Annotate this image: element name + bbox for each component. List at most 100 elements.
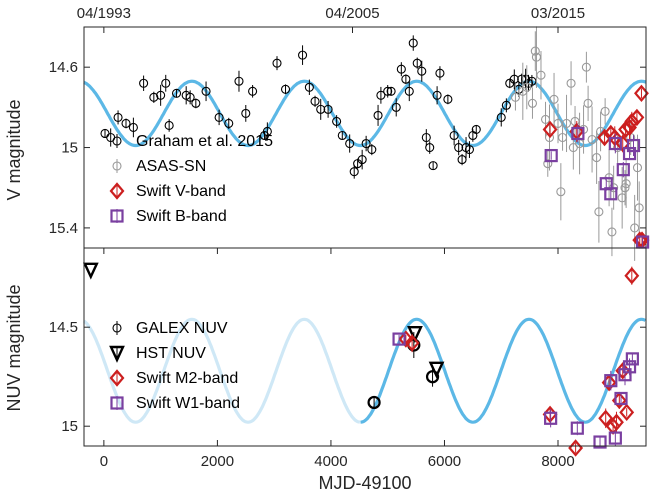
data-point <box>634 84 649 102</box>
v-data-points <box>100 26 649 261</box>
v-magnitude-panel: 14.6 15 15.4 04/1993 04/2005 03/2015 Graham e… <box>4 5 649 261</box>
circle-marker <box>161 78 171 88</box>
square-marker <box>392 332 406 346</box>
data-point <box>383 84 393 98</box>
data-point <box>391 98 401 117</box>
data-point <box>401 74 411 85</box>
triangle-down-marker <box>82 262 99 280</box>
data-point <box>464 141 475 158</box>
data-point <box>185 90 195 105</box>
circle-marker <box>349 167 359 177</box>
diamond-marker <box>607 128 623 147</box>
data-point <box>156 84 166 106</box>
circle-marker <box>412 58 422 68</box>
data-point <box>561 94 572 153</box>
triangle-down-marker <box>407 325 423 344</box>
square-marker <box>608 431 622 445</box>
circle-marker <box>561 118 572 128</box>
circle-marker <box>530 46 540 56</box>
data-point <box>544 409 558 428</box>
circle-marker <box>592 153 602 163</box>
circle-marker <box>214 112 224 122</box>
data-point <box>581 51 591 83</box>
model-extrapolated-curve <box>82 317 361 424</box>
legend-marker <box>112 321 122 335</box>
nuv-data-points <box>82 231 650 457</box>
circle-marker <box>396 64 406 74</box>
data-point <box>443 94 453 105</box>
legend-marker <box>110 209 124 223</box>
data-point <box>608 133 622 154</box>
data-point <box>549 72 559 126</box>
data-point <box>626 135 641 157</box>
data-point <box>316 98 326 120</box>
legend-marker <box>112 134 122 148</box>
data-point <box>376 86 386 104</box>
data-point <box>435 66 445 81</box>
diamond-marker <box>598 409 614 427</box>
series-swift-w1-band <box>392 235 650 449</box>
data-point <box>121 118 131 129</box>
circle-marker <box>600 106 610 116</box>
data-point <box>624 266 640 285</box>
data-point <box>544 148 558 163</box>
top-x-tick-label: 03/2015 <box>531 5 585 22</box>
data-point <box>280 84 291 95</box>
data-point <box>417 60 427 82</box>
series-swift-b-band <box>544 124 641 201</box>
circle-marker <box>280 84 291 94</box>
circle-marker <box>361 138 371 149</box>
data-point <box>161 74 171 92</box>
circle-marker <box>531 52 541 62</box>
data-point <box>432 86 442 105</box>
series-swift-m2-band <box>398 231 650 457</box>
square-marker <box>614 391 628 406</box>
data-point <box>607 207 617 257</box>
data-point <box>191 98 201 109</box>
circle-marker <box>386 86 396 96</box>
data-point <box>164 119 174 132</box>
legend-label: Swift V-band <box>136 183 226 200</box>
data-point <box>566 61 576 106</box>
circle-marker <box>544 132 555 143</box>
data-point <box>428 361 445 379</box>
circle-marker <box>549 94 559 104</box>
data-point <box>604 187 618 201</box>
circle-marker <box>421 132 431 143</box>
square-marker <box>570 421 584 435</box>
circle-marker <box>527 98 538 108</box>
square-marker <box>622 146 637 161</box>
circle-marker <box>543 159 553 169</box>
legend-item: Swift B-band <box>110 208 227 225</box>
circle-marker <box>272 58 282 68</box>
data-point <box>298 45 308 65</box>
square-marker <box>593 435 607 449</box>
circle-marker <box>149 92 159 102</box>
circle-marker <box>357 155 367 165</box>
circle-marker <box>234 76 244 86</box>
data-point <box>171 88 182 98</box>
series-hst-nuv <box>82 262 445 379</box>
v-axis-ticks: 14.6 15 15.4 04/1993 04/2005 03/2015 <box>49 5 646 237</box>
diamond-marker <box>624 267 640 285</box>
circle-marker <box>391 102 401 112</box>
data-point <box>323 100 333 118</box>
data-point <box>625 352 639 366</box>
data-point <box>241 104 251 122</box>
data-point <box>598 408 614 429</box>
square-marker <box>625 352 639 366</box>
data-point <box>428 161 438 171</box>
data-point <box>128 117 138 138</box>
data-point <box>556 163 566 221</box>
data-point <box>392 332 406 346</box>
data-point <box>337 130 347 141</box>
series-graham-et-al-2015 <box>100 35 537 179</box>
circle-marker <box>435 68 445 78</box>
v-y-axis-label: V magnitude <box>4 99 24 200</box>
data-point <box>531 26 541 88</box>
x-axis-label: MJD-49100 <box>318 473 411 493</box>
legend-marker <box>110 396 124 410</box>
circle-marker <box>201 86 211 96</box>
top-x-tick-label: 04/2005 <box>325 5 379 22</box>
nuv-plot-frame <box>83 247 647 447</box>
